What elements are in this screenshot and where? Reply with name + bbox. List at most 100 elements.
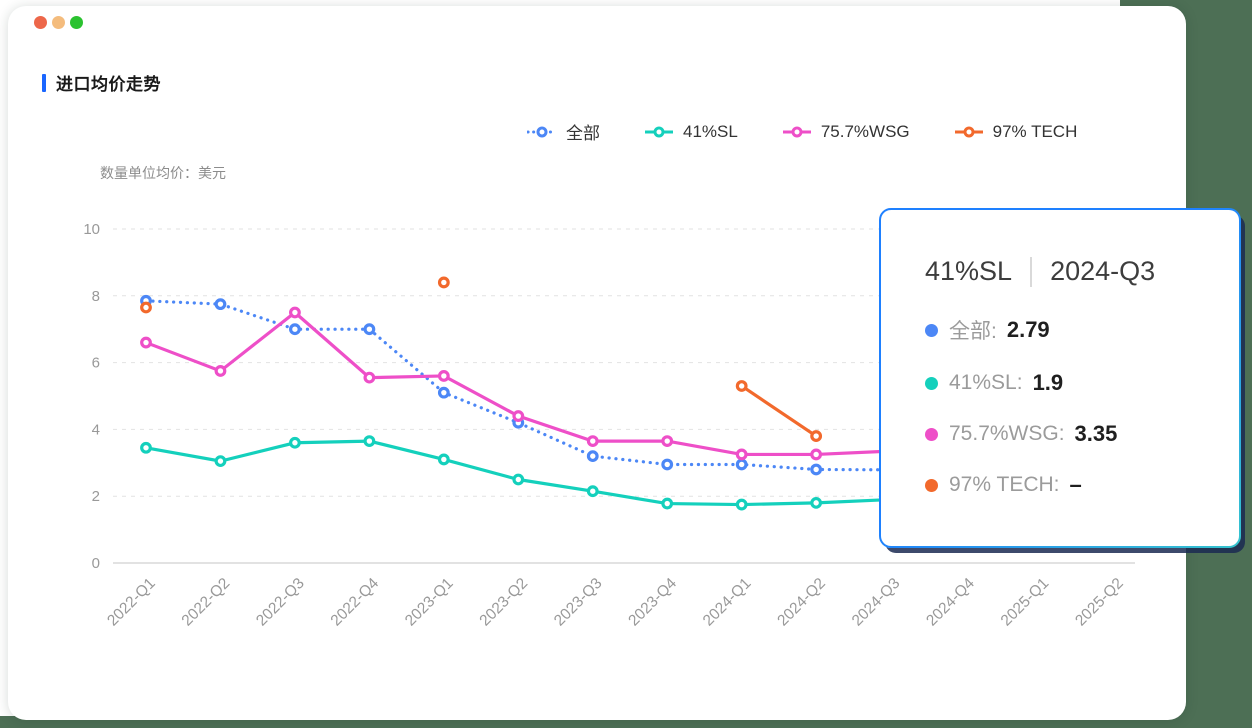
series-line-0 xyxy=(144,299,893,472)
unit-label: 数量单位均价：美元 xyxy=(100,165,226,181)
data-point-75.7%WSG-2023-Q1[interactable] xyxy=(437,370,450,382)
data-point-75.7%WSG-2022-Q2[interactable] xyxy=(214,365,227,377)
data-point-41%SL-2022-Q2[interactable] xyxy=(214,455,227,468)
tooltip-row-value: 1.9 xyxy=(1032,370,1064,395)
legend-label: 75.7%WSG xyxy=(820,121,910,141)
tooltip-title: 41%SL 2024-Q3 xyxy=(925,256,1215,287)
tooltip-series-dot xyxy=(925,427,938,441)
data-point-全部-2023-Q1[interactable] xyxy=(437,386,450,399)
x-axis-tick-2022-Q4: 2022-Q4 xyxy=(328,575,383,630)
x-axis-tick-2025-Q1: 2025-Q1 xyxy=(998,575,1053,630)
data-point-全部-2024-Q3[interactable] xyxy=(884,463,897,476)
data-point-75.7%WSG-2022-Q3[interactable] xyxy=(289,306,301,319)
legend-item-3[interactable]: 97% TECH xyxy=(954,121,1078,142)
data-point-75.7%WSG-2023-Q3[interactable] xyxy=(586,435,599,447)
data-point-全部-2022-Q3[interactable] xyxy=(289,323,301,336)
y-axis-tick-4: 4 xyxy=(92,421,100,438)
data-point-97% TECH-2022-Q1[interactable] xyxy=(140,301,152,314)
legend-item-0[interactable]: 全部 xyxy=(527,119,600,144)
data-point-41%SL-2022-Q4[interactable] xyxy=(363,435,376,447)
window-minimize-button[interactable] xyxy=(52,16,65,29)
x-axis-tick-2023-Q1: 2023-Q1 xyxy=(402,575,457,630)
data-point-全部-2023-Q4[interactable] xyxy=(661,458,674,471)
x-axis-tick-2025-Q2: 2025-Q2 xyxy=(1072,575,1127,630)
tooltip-row-3: 97% TECH: – xyxy=(925,472,1215,498)
tooltip-row-label: 41%SL: xyxy=(949,371,1023,394)
x-axis-tick-2022-Q3: 2022-Q3 xyxy=(253,575,308,630)
data-point-41%SL-2023-Q1[interactable] xyxy=(437,453,450,466)
data-point-全部-2022-Q4[interactable] xyxy=(363,323,376,336)
x-axis-tick-2024-Q3: 2024-Q3 xyxy=(849,575,904,630)
data-point-41%SL-2024-Q3[interactable] xyxy=(884,493,897,506)
data-point-75.7%WSG-2024-Q3[interactable] xyxy=(884,445,897,458)
window-close-button[interactable] xyxy=(34,16,47,29)
tooltip-row-value: 3.35 xyxy=(1074,421,1118,446)
window-controls xyxy=(34,16,83,29)
data-point-全部-2024-Q2[interactable] xyxy=(810,463,823,476)
tooltip-series-dot xyxy=(925,478,938,492)
legend-marker-icon xyxy=(782,126,811,137)
y-axis-tick-6: 6 xyxy=(92,355,100,372)
legend-marker-icon xyxy=(954,126,983,137)
y-axis-tick-2: 2 xyxy=(92,488,100,505)
data-point-75.7%WSG-2022-Q4[interactable] xyxy=(363,371,376,384)
data-point-75.7%WSG-2023-Q2[interactable] xyxy=(512,410,525,422)
data-point-41%SL-2022-Q3[interactable] xyxy=(289,436,301,449)
legend-marker-icon xyxy=(645,126,673,137)
data-point-全部-2023-Q3[interactable] xyxy=(586,450,599,463)
legend-item-1[interactable]: 41%SL xyxy=(644,122,738,142)
data-point-97% TECH-2024-Q2[interactable] xyxy=(810,430,823,442)
tooltip-row-label: 全部: xyxy=(949,320,997,343)
series-line-2 xyxy=(145,310,891,457)
x-axis-tick-2024-Q4: 2024-Q4 xyxy=(923,575,978,630)
tooltip-row-2: 75.7%WSG: 3.35 xyxy=(925,421,1215,447)
legend-label: 全部 xyxy=(566,124,600,143)
data-point-75.7%WSG-2024-Q2[interactable] xyxy=(810,448,823,461)
x-axis-tick-2023-Q3: 2023-Q3 xyxy=(551,575,606,630)
y-axis-tick-0: 0 xyxy=(92,555,100,572)
data-point-75.7%WSG-2022-Q1[interactable] xyxy=(140,336,152,349)
tooltip-rows: 全部: 2.79 41%SL: 1.9 75.7%WSG: 3.35 97% TECH: – xyxy=(925,315,1215,498)
tooltip-series-dot xyxy=(925,323,938,337)
x-axis-tick-2022-Q2: 2022-Q2 xyxy=(179,575,234,630)
data-point-97% TECH-2023-Q1[interactable] xyxy=(437,276,450,289)
data-point-41%SL-2023-Q2[interactable] xyxy=(512,473,525,486)
tooltip-row-value: 2.79 xyxy=(1006,317,1050,342)
y-axis-tick-8: 8 xyxy=(92,288,100,305)
chart-legend: 全部 41%SL 75.7%WSG 97% TECH xyxy=(527,119,1077,144)
tooltip-row-1: 41%SL: 1.9 xyxy=(925,370,1215,396)
data-point-41%SL-2023-Q4[interactable] xyxy=(661,497,674,510)
data-point-全部-2022-Q2[interactable] xyxy=(214,298,227,311)
data-point-41%SL-2022-Q1[interactable] xyxy=(140,441,152,454)
x-axis-tick-2023-Q4: 2023-Q4 xyxy=(625,575,680,630)
legend-label: 41%SL xyxy=(683,121,738,141)
legend-marker-icon xyxy=(527,126,557,137)
data-point-41%SL-2024-Q2[interactable] xyxy=(810,496,823,509)
tooltip-period: 2024-Q3 xyxy=(1050,256,1156,286)
tooltip-row-label: 97% TECH: xyxy=(949,473,1060,496)
tooltip-separator xyxy=(1030,256,1033,287)
x-axis-tick-2024-Q1: 2024-Q1 xyxy=(700,575,755,630)
data-point-41%SL-2023-Q3[interactable] xyxy=(586,485,599,498)
data-point-41%SL-2024-Q1[interactable] xyxy=(735,498,748,511)
x-axis-tick-2023-Q2: 2023-Q2 xyxy=(476,575,531,630)
series-line-3 xyxy=(740,384,818,438)
legend-label: 97% TECH xyxy=(992,121,1078,141)
y-axis-tick-10: 10 xyxy=(83,221,100,238)
page-title: 进口均价走势 xyxy=(56,75,161,94)
x-axis-tick-2022-Q1: 2022-Q1 xyxy=(104,575,159,630)
window-zoom-button[interactable] xyxy=(70,16,83,29)
data-point-全部-2024-Q1[interactable] xyxy=(735,458,748,471)
tooltip-row-0: 全部: 2.79 xyxy=(925,315,1215,345)
title-accent-bar xyxy=(42,73,46,92)
data-point-75.7%WSG-2024-Q1[interactable] xyxy=(735,448,748,461)
data-point-75.7%WSG-2023-Q4[interactable] xyxy=(661,435,674,447)
chart-header: 进口均价走势 xyxy=(42,70,161,95)
legend-item-2[interactable]: 75.7%WSG xyxy=(782,122,910,142)
tooltip-row-label: 75.7%WSG: xyxy=(949,422,1065,445)
chart-tooltip: 41%SL 2024-Q3 全部: 2.79 41%SL: 1.9 75.7%WSG: 3… xyxy=(879,208,1241,548)
tooltip-series-name: 41%SL xyxy=(925,256,1013,286)
data-point-97% TECH-2024-Q1[interactable] xyxy=(735,380,748,392)
tooltip-series-dot xyxy=(925,376,938,390)
